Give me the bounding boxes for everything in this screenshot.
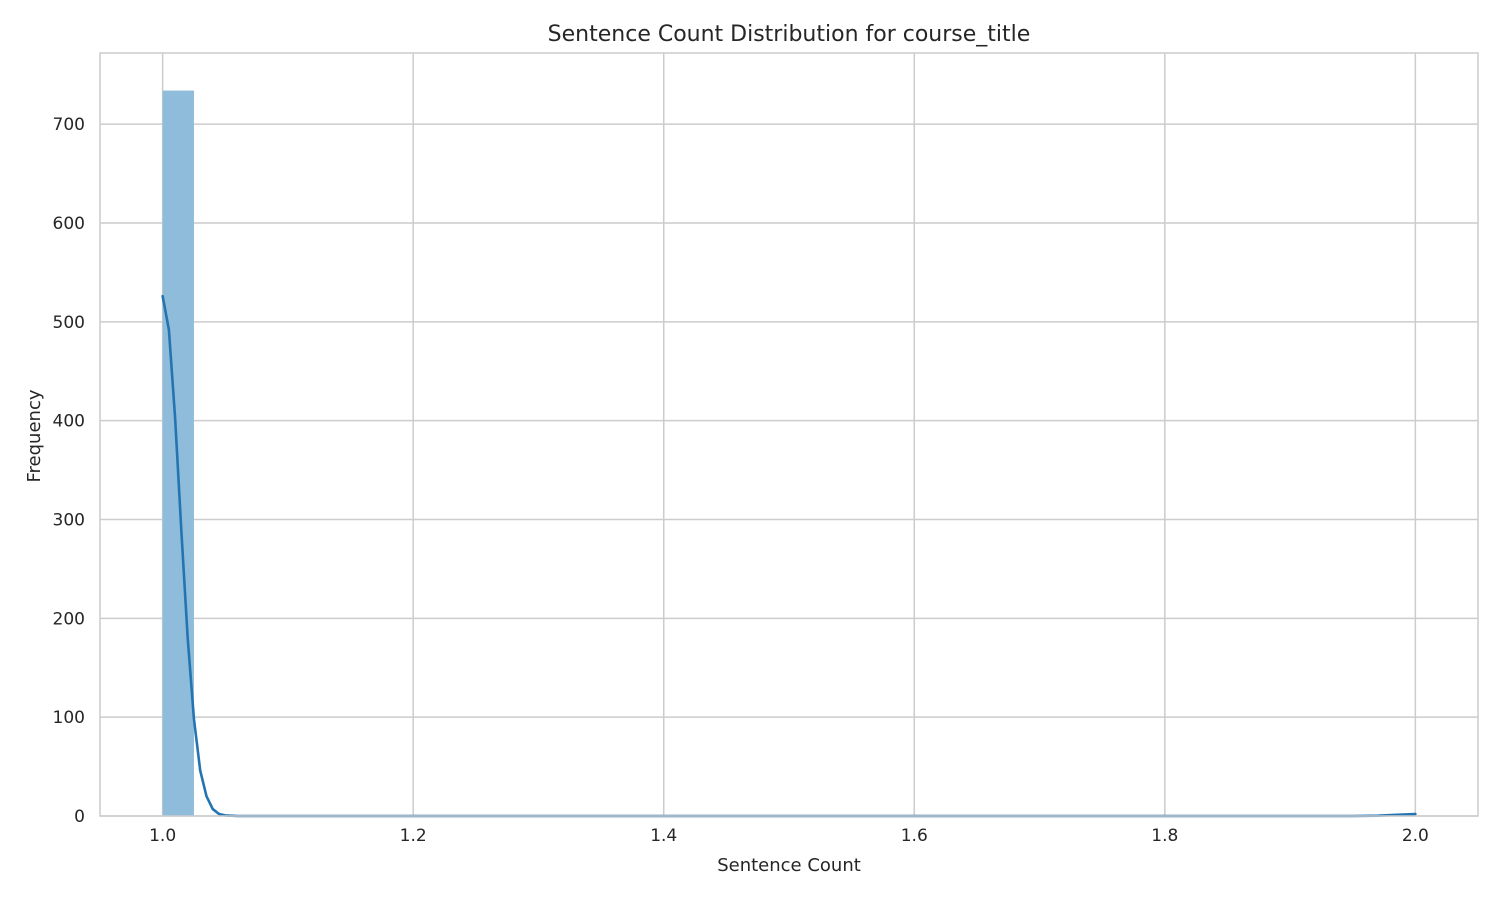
x-tick-label: 2.0 <box>1402 826 1429 846</box>
y-tick-labels: 0 100 200 300 400 500 600 700 <box>53 115 85 827</box>
y-tick-label: 0 <box>74 807 85 827</box>
x-tick-label: 1.4 <box>650 826 677 846</box>
y-tick-label: 400 <box>53 412 85 432</box>
y-tick-label: 700 <box>53 115 85 135</box>
chart-title: Sentence Count Distribution for course_t… <box>548 22 1031 47</box>
y-tick-label: 200 <box>53 609 85 629</box>
y-tick-label: 500 <box>53 313 85 333</box>
plot-frame <box>99 52 1479 817</box>
histogram-bars <box>162 90 1416 816</box>
y-tick-label: 100 <box>53 708 85 728</box>
x-tick-label: 1.2 <box>400 826 427 846</box>
x-tick-label: 1.6 <box>901 826 928 846</box>
x-axis-label: Sentence Count <box>717 855 861 876</box>
y-axis-label: Frequency <box>24 389 45 482</box>
y-tick-label: 600 <box>53 214 85 234</box>
y-tick-label: 300 <box>53 510 85 530</box>
x-tick-label: 1.0 <box>149 826 176 846</box>
grid-lines <box>100 53 1478 817</box>
kde-curve <box>161 294 1417 818</box>
x-tick-labels: 1.0 1.2 1.4 1.6 1.8 2.0 <box>149 826 1429 846</box>
x-tick-label: 1.8 <box>1151 826 1178 846</box>
